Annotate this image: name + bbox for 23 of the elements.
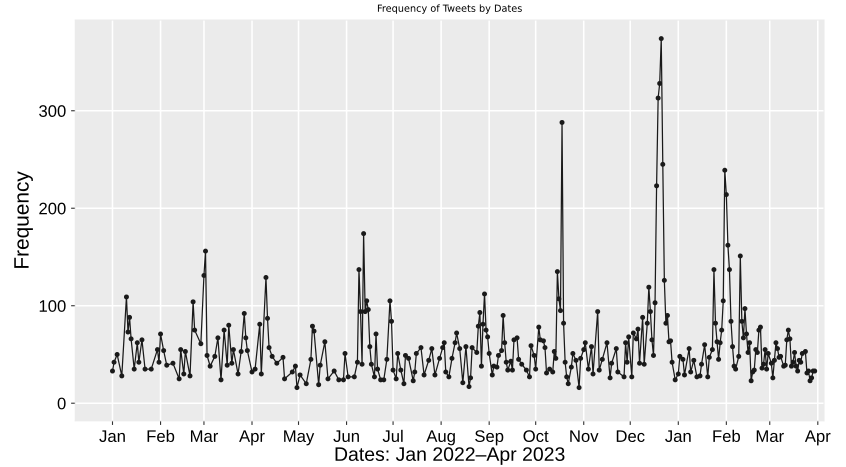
- y-tick-label: 0: [58, 398, 66, 410]
- x-tick-label: Apr: [239, 430, 265, 446]
- x-tick-label: Dec: [616, 430, 645, 442]
- x-tick-label: Mar: [190, 430, 218, 442]
- y-axis-title: Frequency: [14, 171, 33, 268]
- x-tick-label: Jan: [665, 430, 691, 442]
- x-tick-label: May: [284, 430, 314, 446]
- x-tick-label: Apr: [804, 430, 830, 446]
- y-tick-label: 200: [39, 202, 66, 214]
- chart-title: Frequency of Tweets by Dates: [378, 4, 522, 14]
- x-tick-label: Jan: [99, 430, 125, 442]
- x-tick-label: Jun: [333, 430, 359, 442]
- x-tick-label: Oct: [524, 430, 549, 442]
- x-tick-label: Sep: [475, 430, 504, 446]
- x-tick-label: Aug: [426, 430, 455, 446]
- x-axis-title: Dates: Jan 2022–Apr 2023: [336, 447, 564, 465]
- x-tick-label: Nov: [570, 430, 598, 442]
- x-tick-label: Feb: [713, 430, 740, 442]
- x-tick-label: Jul: [382, 430, 403, 442]
- x-tick-label: Feb: [148, 430, 174, 442]
- x-tick-label: Mar: [756, 430, 784, 442]
- y-tick-label: 100: [40, 300, 66, 312]
- y-tick-label: 300: [39, 105, 66, 117]
